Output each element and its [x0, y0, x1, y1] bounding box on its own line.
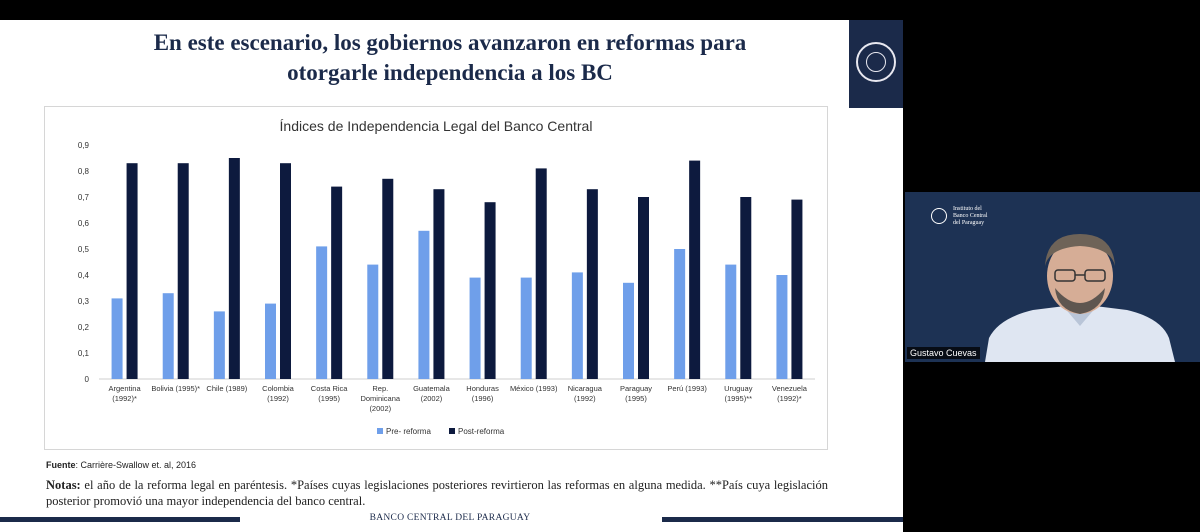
y-tick-label: 0,6: [78, 219, 90, 228]
x-tick-label: (1996): [472, 394, 494, 403]
bar-post-reforma: [331, 186, 343, 379]
institute-logo-line-1: Instituto del: [953, 206, 982, 212]
x-tick-label: Rep.: [372, 384, 388, 393]
x-tick-label: (1992): [267, 394, 289, 403]
bar-post-reforma: [177, 163, 189, 379]
bar-chart: 00,10,20,30,40,50,60,70,80,9Argentina(19…: [78, 141, 815, 436]
x-tick-label: Perú (1993): [667, 384, 707, 393]
bar-post-reforma: [791, 199, 803, 379]
participant-video-tile[interactable]: Instituto del Banco Central del Paraguay…: [905, 192, 1200, 362]
x-tick-label: (1995)**: [725, 394, 753, 403]
institute-logo: Instituto del Banco Central del Paraguay: [931, 206, 1011, 236]
bar-pre-reforma: [213, 311, 225, 379]
bar-post-reforma: [433, 189, 445, 379]
x-tick-label: (1992)*: [777, 394, 802, 403]
bar-pre-reforma: [469, 277, 481, 379]
y-tick-label: 0,5: [78, 245, 90, 254]
y-tick-label: 0,8: [78, 167, 90, 176]
y-tick-label: 0,2: [78, 323, 90, 332]
slide-title: En este escenario, los gobiernos avanzar…: [90, 28, 810, 88]
x-tick-label: (2002): [369, 404, 391, 413]
y-tick-label: 0,3: [78, 297, 90, 306]
y-tick-label: 0,1: [78, 349, 90, 358]
bar-post-reforma: [280, 163, 291, 379]
x-tick-label: Honduras: [466, 384, 499, 393]
legend-swatch-pre-reforma: [377, 428, 383, 434]
bank-seal-icon: [856, 42, 896, 82]
bar-pre-reforma: [571, 272, 583, 379]
bar-pre-reforma: [316, 246, 328, 379]
notes-text: el año de la reforma legal en paréntesis…: [46, 478, 828, 508]
bar-pre-reforma: [776, 275, 788, 379]
bar-post-reforma: [535, 168, 547, 379]
x-tick-label: (1992)*: [112, 394, 137, 403]
notes: Notas: el año de la reforma legal en par…: [46, 477, 828, 509]
bar-pre-reforma: [367, 264, 379, 379]
x-tick-label: Uruguay: [724, 384, 753, 393]
bar-pre-reforma: [674, 249, 686, 379]
bar-post-reforma: [740, 197, 752, 379]
x-tick-label: (1995): [625, 394, 647, 403]
bar-pre-reforma: [520, 277, 532, 379]
bar-pre-reforma: [111, 298, 123, 379]
y-tick-label: 0: [85, 375, 90, 384]
bar-pre-reforma: [162, 293, 174, 379]
chart-frame: Índices de Independencia Legal del Banco…: [44, 106, 828, 450]
chart-title: Índices de Independencia Legal del Banco…: [279, 118, 593, 134]
footer-rule-right: [662, 517, 903, 522]
source-text: : Carrière-Swallow et. al, 2016: [75, 460, 197, 470]
bar-post-reforma: [689, 160, 701, 379]
x-tick-label: Venezuela: [772, 384, 808, 393]
bar-pre-reforma: [725, 264, 737, 379]
y-tick-label: 0,7: [78, 193, 90, 202]
footer-text: BANCO CENTRAL DEL PARAGUAY: [369, 513, 531, 523]
participant-person-icon: [985, 234, 1175, 362]
x-tick-label: Dominicana: [360, 394, 400, 403]
legend-swatch-post-reforma: [449, 428, 455, 434]
institute-logo-line-2: Banco Central: [953, 213, 988, 219]
footer-rule-left: [0, 517, 240, 522]
bar-post-reforma: [586, 189, 598, 379]
source-note: Fuente: Carrière-Swallow et. al, 2016: [46, 460, 196, 470]
x-tick-label: Guatemala: [413, 384, 451, 393]
x-tick-label: Chile (1989): [206, 384, 247, 393]
legend-label: Post-reforma: [458, 427, 505, 436]
x-tick-label: (1995): [318, 394, 340, 403]
participant-name: Gustavo Cuevas: [907, 347, 980, 359]
bar-pre-reforma: [418, 230, 430, 379]
legend-label: Pre- reforma: [386, 427, 431, 436]
institute-logo-line-3: del Paraguay: [953, 220, 985, 226]
x-tick-label: Paraguay: [620, 384, 652, 393]
bank-logo-box: [849, 20, 903, 108]
x-tick-label: Argentina: [109, 384, 142, 393]
x-tick-label: Bolivia (1995)*: [151, 384, 200, 393]
notes-label: Notas:: [46, 478, 81, 492]
x-tick-label: (2002): [421, 394, 443, 403]
bar-post-reforma: [484, 202, 496, 379]
source-label: Fuente: [46, 460, 76, 470]
bar-pre-reforma: [265, 303, 276, 379]
bar-post-reforma: [228, 158, 240, 379]
x-tick-label: (1992): [574, 394, 596, 403]
y-tick-label: 0,9: [78, 141, 90, 150]
slide-title-line-2: otorgarle independencia a los BC: [287, 60, 613, 85]
x-tick-label: Costa Rica: [311, 384, 349, 393]
x-tick-label: Colombia: [262, 384, 295, 393]
x-tick-label: Nicaragua: [568, 384, 603, 393]
bar-pre-reforma: [623, 282, 634, 379]
y-tick-label: 0,4: [78, 271, 90, 280]
slide-title-line-1: En este escenario, los gobiernos avanzar…: [153, 30, 747, 55]
institute-seal-icon: [931, 208, 947, 224]
bar-post-reforma: [638, 197, 649, 379]
bar-post-reforma: [382, 178, 394, 379]
x-tick-label: México (1993): [510, 384, 558, 393]
bar-post-reforma: [126, 163, 138, 379]
presentation-slide: En este escenario, los gobiernos avanzar…: [0, 20, 903, 532]
